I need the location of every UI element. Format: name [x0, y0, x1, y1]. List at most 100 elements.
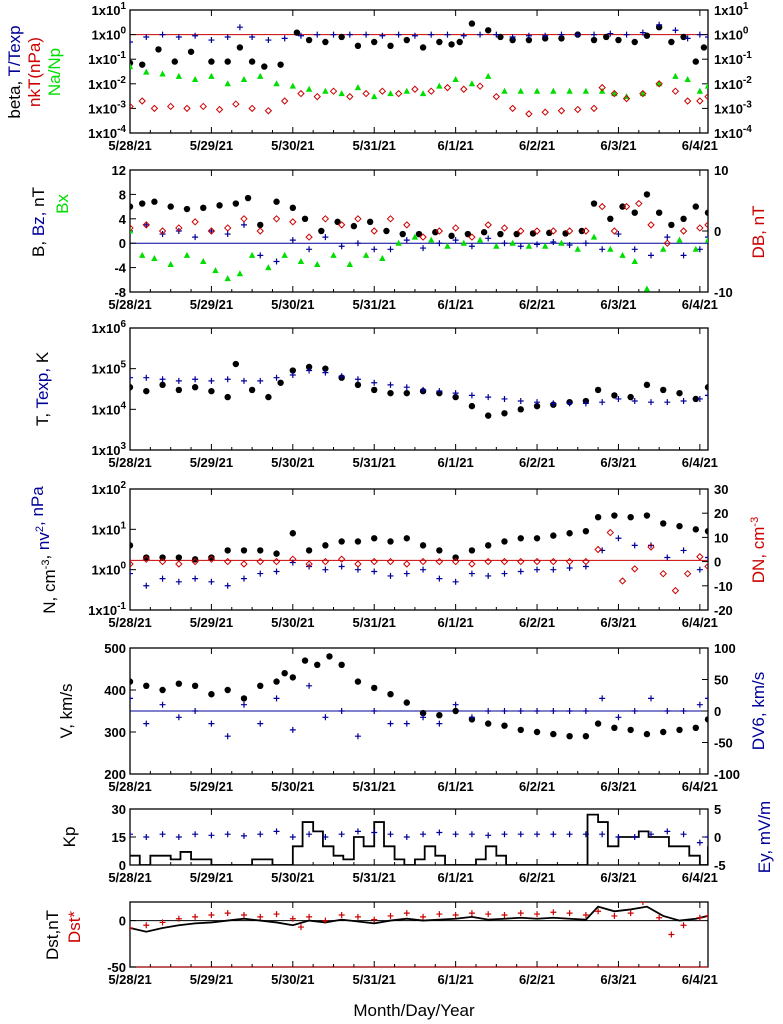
data-point — [533, 402, 541, 410]
y-tick-label: 0 — [119, 236, 126, 251]
data-point — [371, 829, 378, 836]
y-tick-label: 1x102 — [92, 480, 127, 497]
data-point — [435, 557, 444, 566]
data-point — [656, 21, 663, 28]
data-point — [534, 831, 541, 838]
data-point — [240, 575, 247, 582]
x-tick-label: 6/1/21 — [438, 972, 474, 987]
data-point — [541, 242, 549, 249]
data-point — [273, 911, 280, 918]
data-layer — [130, 813, 708, 865]
data-point — [627, 726, 634, 734]
data-point — [549, 557, 558, 566]
data-point — [684, 35, 691, 42]
data-point — [175, 224, 183, 232]
data-point — [594, 513, 602, 521]
data-point — [623, 31, 630, 38]
data-point — [143, 554, 150, 561]
data-point — [330, 251, 337, 258]
data-point — [704, 92, 708, 101]
data-point — [322, 917, 329, 924]
data-point — [403, 87, 410, 94]
data-point — [550, 708, 557, 714]
y-tick-label: 1x10-4 — [88, 124, 126, 141]
panel-frame — [129, 9, 709, 134]
data-point — [595, 908, 602, 915]
data-point — [501, 240, 508, 247]
data-point — [130, 63, 134, 70]
data-point — [151, 198, 158, 205]
data-point — [582, 831, 589, 838]
data-point — [208, 912, 215, 918]
data-point — [676, 389, 683, 397]
data-point — [338, 661, 345, 668]
y2-tick-label: 100 — [714, 641, 736, 656]
data-point — [599, 246, 606, 253]
data-point — [354, 42, 362, 50]
data-point — [159, 686, 166, 694]
y-tick-label: -4 — [114, 261, 126, 276]
y2-tick-label: 1x10-4 — [714, 124, 752, 141]
data-point — [403, 570, 410, 577]
data-point — [240, 377, 247, 384]
data-point — [679, 227, 688, 235]
x-tick-label: 5/28/21 — [108, 138, 151, 153]
data-point — [468, 570, 475, 577]
data-point — [692, 58, 699, 65]
data-point — [436, 829, 443, 836]
data-point — [224, 733, 231, 740]
y2-tick-label: 0 — [714, 704, 721, 719]
data-point — [655, 80, 663, 88]
data-point — [631, 246, 638, 253]
data-point — [248, 104, 256, 113]
data-point — [306, 367, 313, 374]
x-tick-label: 6/1/21 — [438, 779, 474, 794]
data-point — [590, 233, 598, 240]
y-tick-label: 1x10-2 — [88, 75, 126, 92]
y2-tick-label: -10 — [714, 579, 733, 594]
data-point — [464, 230, 472, 238]
y-tick-label: 1x100 — [92, 561, 127, 578]
data-point — [130, 224, 134, 232]
data-point — [705, 912, 708, 919]
data-point — [264, 107, 273, 115]
data-point — [224, 393, 231, 401]
data-point — [436, 911, 443, 918]
data-point — [452, 390, 459, 397]
data-point — [305, 36, 313, 44]
y2-tick-label: -5 — [714, 858, 726, 873]
data-point — [289, 915, 296, 922]
data-point — [257, 221, 264, 229]
data-point — [704, 236, 708, 243]
x-tick-label: 6/3/21 — [600, 615, 636, 630]
data-point — [517, 708, 524, 714]
data-point — [550, 909, 557, 916]
data-point — [668, 221, 675, 229]
data-point — [648, 831, 655, 838]
x-tick-label: 6/1/21 — [438, 297, 474, 312]
data-point — [704, 82, 708, 89]
data-point — [322, 714, 329, 721]
data-point — [386, 557, 395, 566]
data-point — [643, 191, 651, 198]
data-point — [460, 239, 467, 246]
x-tick-label: 5/30/21 — [271, 779, 314, 794]
data-point — [485, 235, 492, 242]
series-blue — [130, 535, 708, 589]
data-point — [191, 218, 199, 226]
x-tick-label: 6/3/21 — [600, 972, 636, 987]
data-point — [249, 33, 256, 40]
data-point — [534, 566, 541, 573]
data-point — [143, 682, 150, 689]
y2-tick-label: 30 — [714, 482, 728, 497]
data-point — [143, 221, 150, 228]
data-point — [517, 557, 525, 566]
data-point — [484, 72, 492, 79]
data-point — [166, 102, 175, 111]
data-point — [692, 245, 699, 252]
x-tick-label: 5/29/21 — [190, 138, 233, 153]
x-tick-label: 5/31/21 — [353, 455, 396, 470]
data-point — [500, 557, 509, 566]
panel-kp-ey: 5/28/21 5/29/21 5/30/21 5/31/21 6/1/21 6/2/21… — [60, 801, 774, 885]
